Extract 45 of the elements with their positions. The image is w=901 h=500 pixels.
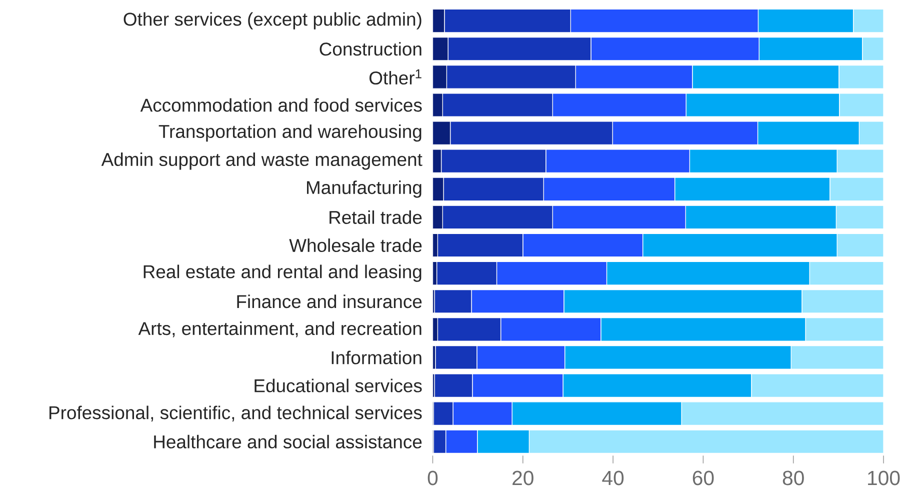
x-tick-label: 80 — [782, 470, 804, 486]
y-tick-label: Arts, entertainment, and recreation — [138, 321, 422, 338]
bar — [805, 317, 884, 342]
bar — [751, 373, 884, 398]
y-tick-label: Real estate and rental and leasing — [144, 264, 422, 282]
y-tick-label: Professional, scientific, and technical services — [50, 406, 422, 422]
y-tick-label: Information — [332, 350, 422, 364]
bar — [432, 120, 451, 145]
y-tick-label: Retail trade — [330, 210, 422, 224]
y-tick-label: Wholesale trade — [289, 238, 422, 252]
y-tick-label: Accommodation and food services — [140, 98, 422, 112]
x-tick-label: 40 — [602, 470, 624, 486]
bar — [836, 148, 884, 173]
bar — [432, 8, 445, 33]
bar — [862, 36, 884, 61]
y-tick-label: Construction — [320, 42, 422, 56]
bar — [852, 8, 884, 33]
y-tick-label: Finance and insurance — [237, 294, 422, 308]
bar — [432, 64, 448, 89]
bar — [432, 148, 442, 173]
bar — [528, 429, 884, 454]
bar — [838, 64, 884, 89]
x-tick-label: 20 — [512, 470, 534, 486]
bar — [809, 261, 884, 286]
bar — [838, 92, 884, 117]
y-tick-label: Transportation and warehousing — [158, 124, 422, 142]
x-tick-label: 60 — [692, 470, 714, 486]
y-tick-label: Admin support and waste management — [101, 152, 422, 170]
bar — [858, 120, 884, 145]
bar — [432, 36, 448, 61]
y-tick-label: Other$^{1}$ — [370, 69, 422, 84]
bar — [790, 345, 884, 370]
y-tick-label: Healthcare and social assistance — [154, 434, 422, 448]
y-tick-label: Educational services — [254, 378, 422, 392]
bar — [432, 205, 443, 230]
y-tick-label: Manufacturing — [307, 180, 422, 198]
x-tick-label: 100 — [868, 470, 900, 486]
bar — [830, 176, 884, 201]
bar — [802, 289, 884, 314]
y-tick-label: Other services (except public admin) — [124, 12, 422, 30]
bar — [836, 233, 884, 258]
bar — [432, 92, 443, 117]
bar — [681, 401, 884, 426]
bar — [836, 205, 884, 230]
x-tick-label: 0 — [428, 470, 438, 486]
